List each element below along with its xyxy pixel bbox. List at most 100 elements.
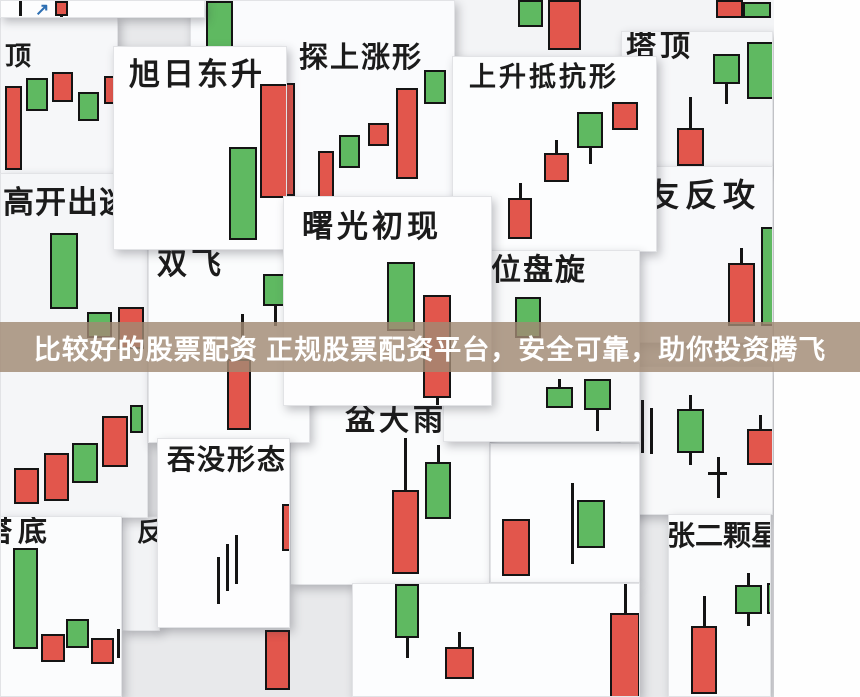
candle-red [677,128,704,166]
candle-wick [405,638,409,658]
candle-wick [19,1,22,16]
candle-red [260,84,286,198]
candle-wick [273,306,277,326]
up-arrow-icon: ↗ [35,0,50,18]
pattern-panel-taidi: 塔底 [0,516,122,697]
candle-wick [436,445,440,462]
haoyou-label: 友反攻 [647,177,762,213]
candle-red [318,151,334,198]
candle-wick [404,438,407,490]
gaokai-label: 高开出逃 [3,185,131,220]
candle-wick [689,453,692,465]
shangsheng-label: 上升抵抗形 [469,62,619,92]
ding-label: 顶 [5,41,32,71]
candle-green [339,135,360,168]
candle-wick [555,140,558,153]
candle-green [425,462,451,519]
candle-green [735,585,762,614]
candle-red [747,429,772,465]
candle-wick-cross [708,472,727,475]
candle-green [767,583,770,614]
candle-wick [588,148,592,164]
promo-banner-text: 比较好的股票配资 正规股票配资平台，安全可靠，助你投资腾飞 [33,334,827,365]
candle-red [5,86,22,170]
candle-red [728,263,755,326]
shuguang-label: 曙光初现 [302,209,442,244]
candle-wick [689,395,692,409]
candle-red [396,88,418,179]
promo-banner: 比较好的股票配资 正规股票配资平台，安全可靠，助你投资腾飞 [0,322,860,372]
candle-wick [623,584,627,613]
zhang-label: 张二颗星 [668,520,771,551]
pattern-panel-haoyou: 友反攻 [620,166,773,343]
candle-red [102,416,128,467]
candle-wick [740,248,743,263]
candle-wick [518,183,522,198]
pattern-panel-ding: 顶 [0,16,118,174]
candle-red [445,647,474,679]
candle-wick [596,410,599,431]
candle-red [368,123,389,146]
candle-red [548,0,581,50]
candle-red [44,453,69,501]
candle-green [395,584,419,638]
candle-wick [702,596,706,626]
pattern-panel-xuri: 旭日东升 [113,46,287,250]
candle-wick [717,457,720,498]
pattern-panel-rightmid2 [620,366,773,515]
fanstrip-label: 反 [137,518,159,546]
candle-green [229,147,257,240]
candle-green [78,92,99,121]
candle-green [584,379,611,410]
candle-green [743,2,771,18]
candle-green [713,54,740,84]
candle-green [747,42,772,99]
candle-green [66,619,89,648]
candle-red [265,630,290,690]
tan-label: 探上涨形 [299,42,424,74]
candle-wick [235,535,238,584]
candle-green [546,387,573,408]
candle-wick [60,16,63,17]
candle-green [677,409,704,453]
pattern-panel-tunmo: 吞没形态 [157,438,290,628]
candle-red [691,626,717,694]
shuangfei-label: 双飞 [157,248,225,281]
candle-wick [435,398,439,405]
candle-wick [217,557,220,604]
candle-red [544,153,569,182]
candle-red [55,1,68,16]
candle-green [577,500,605,548]
candle-red [610,613,639,696]
candle-wick [458,632,461,647]
candle-red [14,468,39,504]
candle-wick [650,408,653,454]
candle-red [716,0,743,18]
candle-wick [641,400,644,453]
candle-green [577,112,603,148]
candle-green [761,227,772,326]
candle-green [424,70,446,104]
candle-red [612,102,638,130]
candle-red [502,519,530,576]
candle-wick [725,84,728,104]
weipan-label: 位盘旋 [491,254,587,287]
taidi-label: 塔底 [1,516,54,548]
candle-wick [117,629,120,658]
candle-red [282,504,289,551]
pattern-panel-shuguang: 曙光初现 [283,196,492,406]
candle-wick [571,483,574,564]
qingpen-label: 盆大雨 [345,404,447,437]
candle-wick [747,614,750,626]
candle-red [392,490,419,574]
candle-green [13,548,38,649]
xuri-label: 旭日东升 [129,57,265,92]
candle-wick [226,544,229,591]
pattern-panel-bottomcenter [352,583,640,697]
candle-green [130,405,143,433]
candle-green [50,233,78,309]
candle-green [387,262,415,331]
pattern-panel-mini-topleft: ↗ [0,0,205,18]
candle-green [72,443,98,483]
